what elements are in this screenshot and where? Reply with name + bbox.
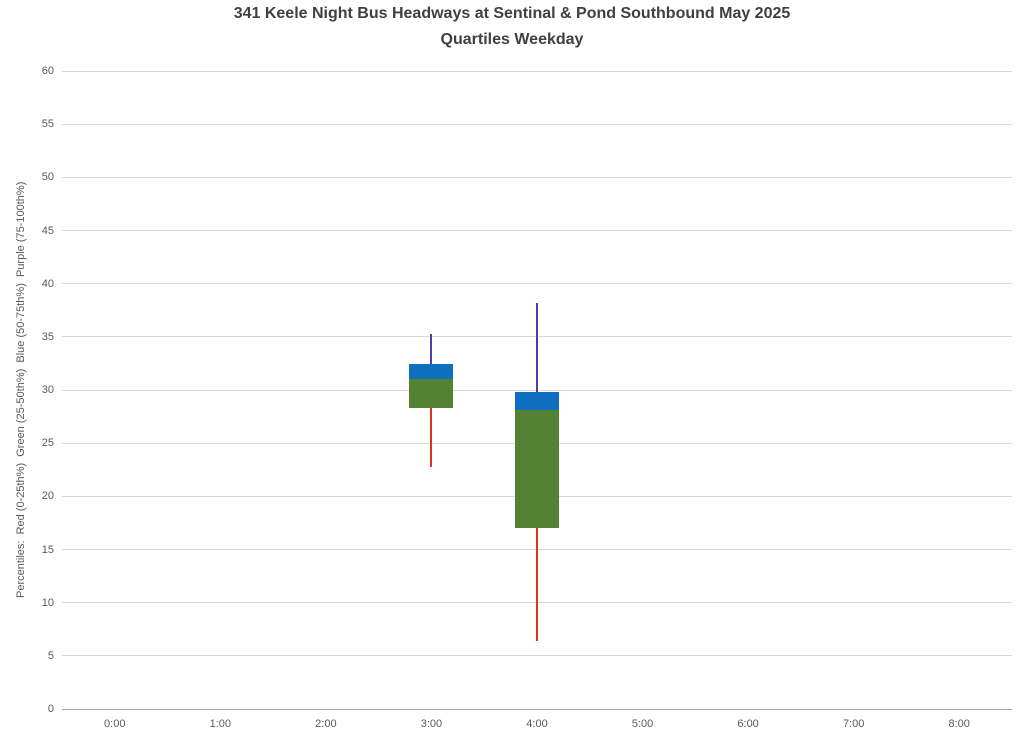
chart-subtitle: Quartiles Weekday (440, 31, 584, 48)
box-median-q3 (515, 392, 559, 411)
y-tick-label: 15 (41, 543, 54, 556)
y-tick-label: 25 (41, 437, 54, 450)
x-tick-label: 1:00 (209, 718, 232, 730)
x-tick-label: 6:00 (737, 718, 759, 730)
x-tick-label: 0:00 (104, 718, 126, 730)
gridline (62, 230, 1012, 231)
x-tick-label: 8:00 (948, 718, 970, 730)
box-median-q3 (409, 364, 454, 380)
y-tick-label: 45 (41, 224, 54, 237)
y-tick-label: 30 (41, 384, 54, 396)
x-tick-label: 3:00 (420, 718, 443, 730)
x-tick-label: 5:00 (631, 718, 654, 730)
whisker-min (536, 528, 538, 641)
y-tick-label: 55 (41, 118, 54, 131)
gridline (62, 655, 1012, 657)
x-tick-label: 4:00 (526, 718, 548, 730)
y-tick-label: 35 (41, 330, 54, 343)
chart-title: 341 Keele Night Bus Headways at Sentinal… (233, 5, 791, 22)
y-tick-label: 10 (41, 596, 54, 609)
y-tick-label: 0 (47, 703, 54, 715)
gridline (62, 123, 1012, 125)
whisker-min (430, 408, 433, 467)
y-tick-label: 5 (47, 649, 54, 662)
x-tick-label: 2:00 (315, 718, 337, 730)
box-q1-median (409, 379, 454, 409)
y-tick-label: 50 (41, 171, 54, 184)
x-tick-label: 7:00 (842, 718, 865, 730)
whisker-max (536, 302, 538, 393)
y-tick-label: 20 (41, 490, 54, 503)
gridline (62, 70, 1012, 72)
whisker-max (430, 333, 433, 365)
x-axis-line (62, 708, 1012, 710)
y-tick-label: 40 (41, 277, 54, 290)
gridline (62, 283, 1012, 285)
y-tick-label: 60 (41, 65, 54, 77)
box-q1-median (515, 410, 559, 529)
gridline (62, 176, 1012, 178)
